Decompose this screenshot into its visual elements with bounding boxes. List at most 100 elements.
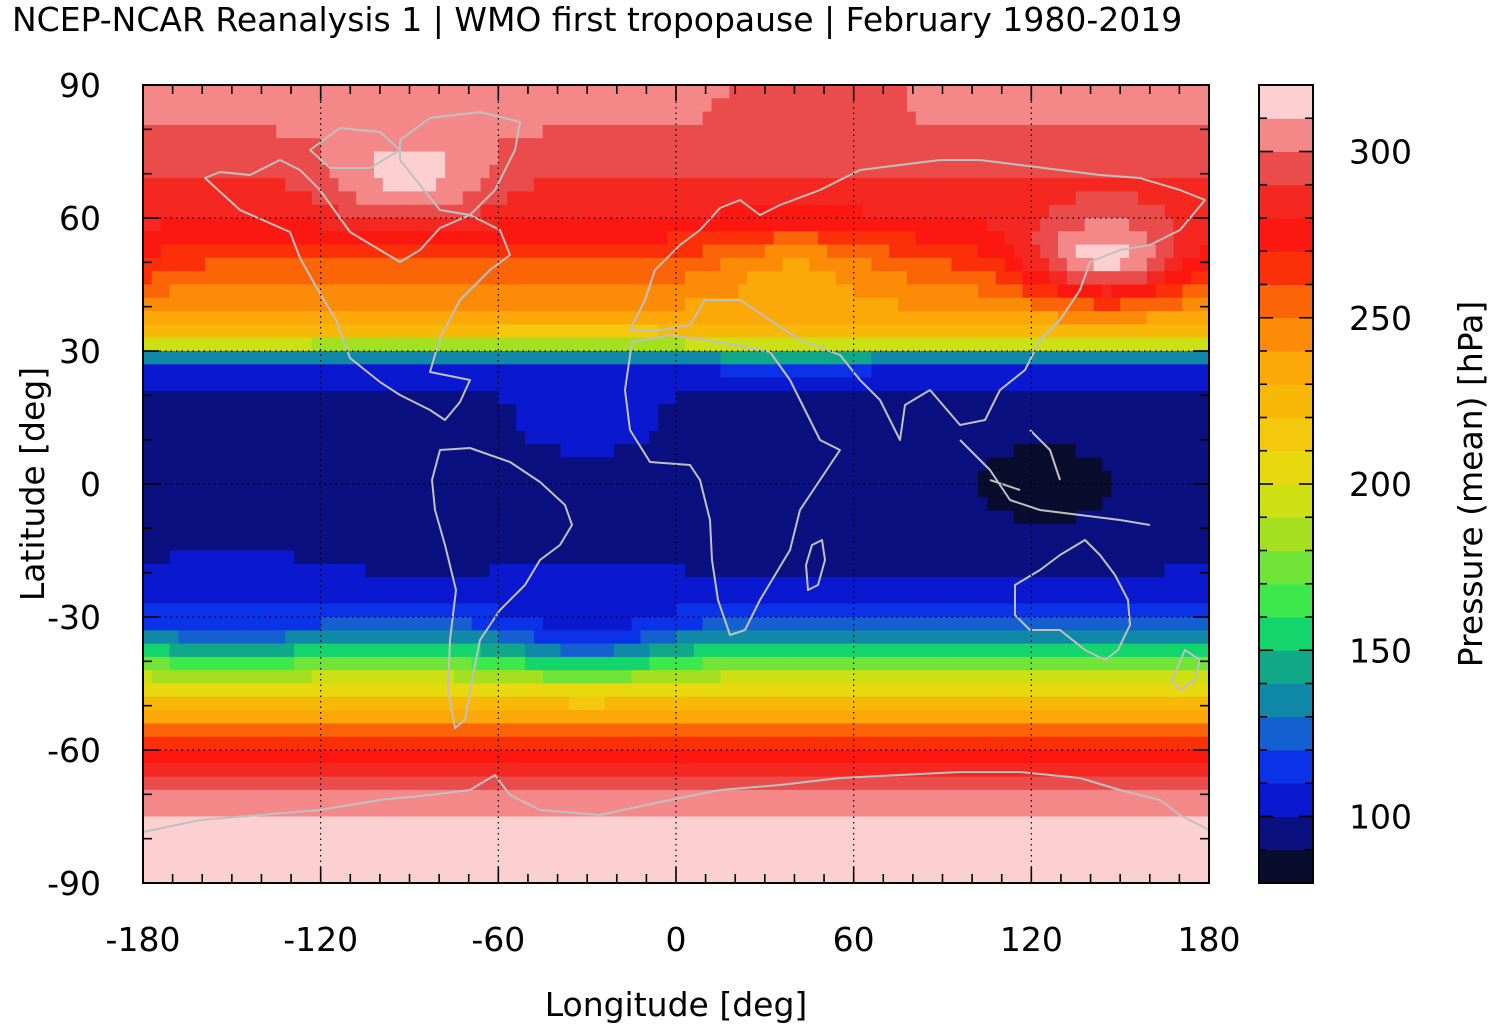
heatmap-cell	[933, 417, 944, 432]
heatmap-cell	[835, 124, 846, 139]
heatmap-cell	[684, 484, 695, 498]
heatmap-cell	[569, 111, 579, 126]
heatmap-cell	[214, 417, 224, 432]
heatmap-cell	[320, 178, 331, 192]
heatmap-cell	[951, 191, 961, 206]
heatmap-cell	[329, 470, 340, 485]
heatmap-cell	[986, 430, 997, 445]
heatmap-cell	[462, 244, 473, 259]
heatmap-cell	[169, 204, 180, 219]
heatmap-cell	[409, 324, 419, 339]
heatmap-cell	[231, 390, 242, 405]
heatmap-cell	[214, 231, 224, 246]
heatmap-cell	[640, 337, 650, 352]
heatmap-cell	[1031, 151, 1041, 166]
heatmap-cell	[453, 617, 464, 631]
heatmap-cell	[151, 630, 162, 645]
heatmap-cell	[311, 244, 322, 259]
heatmap-cell	[906, 457, 917, 472]
heatmap-cell	[240, 178, 251, 192]
heatmap-cell	[1155, 444, 1166, 458]
heatmap-cell	[222, 537, 233, 552]
heatmap-cell	[258, 204, 268, 219]
heatmap-cell	[631, 577, 642, 591]
heatmap-cell	[311, 204, 322, 219]
heatmap-cell	[356, 111, 366, 126]
heatmap-cell	[1093, 271, 1103, 286]
heatmap-cell	[995, 204, 1006, 219]
heatmap-cell	[276, 617, 286, 631]
heatmap-cell	[809, 417, 819, 432]
heatmap-cell	[222, 297, 233, 312]
heatmap-cell	[294, 417, 304, 432]
heatmap-cell	[702, 337, 713, 352]
heatmap-cell	[978, 124, 988, 139]
heatmap-cell	[889, 257, 899, 272]
heatmap-cell	[604, 337, 615, 352]
heatmap-cell	[960, 470, 970, 485]
heatmap-cell	[302, 151, 313, 166]
heatmap-cell	[1075, 577, 1086, 591]
heatmap-cell	[1173, 324, 1183, 339]
heatmap-cell	[1102, 151, 1112, 166]
heatmap-cell	[960, 244, 970, 259]
heatmap-cell	[205, 284, 215, 299]
heatmap-cell	[205, 617, 215, 631]
heatmap-cell	[356, 85, 366, 99]
heatmap-cell	[596, 244, 606, 259]
heatmap-cell	[418, 577, 428, 591]
heatmap-cell	[143, 603, 153, 618]
heatmap-cell	[871, 324, 881, 339]
heatmap-cell	[604, 590, 615, 605]
heatmap-cell	[773, 191, 784, 206]
heatmap-cell	[231, 218, 242, 232]
heatmap-cell	[507, 85, 517, 99]
heatmap-cell	[676, 191, 686, 206]
heatmap-cell	[551, 417, 562, 432]
heatmap-cell	[995, 98, 1006, 113]
heatmap-cell	[1057, 470, 1068, 485]
heatmap-cell	[551, 164, 562, 179]
heatmap-cell	[978, 390, 988, 405]
heatmap-cell	[1075, 85, 1086, 99]
heatmap-cell	[862, 85, 873, 99]
heatmap-cell	[329, 404, 340, 419]
heatmap-cell	[1031, 124, 1041, 139]
heatmap-cell	[915, 417, 926, 432]
heatmap-cell	[613, 563, 624, 578]
heatmap-cell	[1137, 457, 1148, 472]
heatmap-cell	[160, 151, 171, 166]
heatmap-cell	[995, 124, 1006, 139]
heatmap-cell	[533, 218, 544, 232]
heatmap-cell	[294, 590, 304, 605]
heatmap-cell	[489, 124, 499, 139]
heatmap-cell	[800, 470, 810, 485]
heatmap-cell	[986, 351, 997, 365]
heatmap-cell	[471, 231, 482, 246]
heatmap-cell	[1200, 231, 1209, 246]
heatmap-cell	[747, 590, 757, 605]
heatmap-cell	[738, 218, 748, 232]
heatmap-cell	[356, 138, 366, 153]
heatmap-cell	[533, 390, 544, 405]
heatmap-cell	[365, 523, 375, 538]
heatmap-cell	[400, 510, 411, 525]
heatmap-cell	[764, 550, 775, 565]
heatmap-cell	[1173, 603, 1183, 618]
heatmap-cell	[1040, 484, 1050, 498]
heatmap-cell	[800, 297, 810, 312]
heatmap-cell	[285, 550, 295, 565]
heatmap-cell	[1173, 204, 1183, 219]
heatmap-cell	[214, 404, 224, 419]
heatmap-cell	[427, 337, 437, 352]
heatmap-cell	[516, 510, 526, 525]
heatmap-cell	[249, 271, 260, 286]
heatmap-cell	[1164, 590, 1175, 605]
heatmap-cell	[880, 377, 890, 392]
heatmap-cell	[445, 523, 455, 538]
heatmap-cell	[1129, 430, 1139, 445]
heatmap-cell	[409, 457, 419, 472]
heatmap-cell	[178, 151, 189, 166]
heatmap-cell	[329, 244, 340, 259]
heatmap-cell	[960, 191, 970, 206]
